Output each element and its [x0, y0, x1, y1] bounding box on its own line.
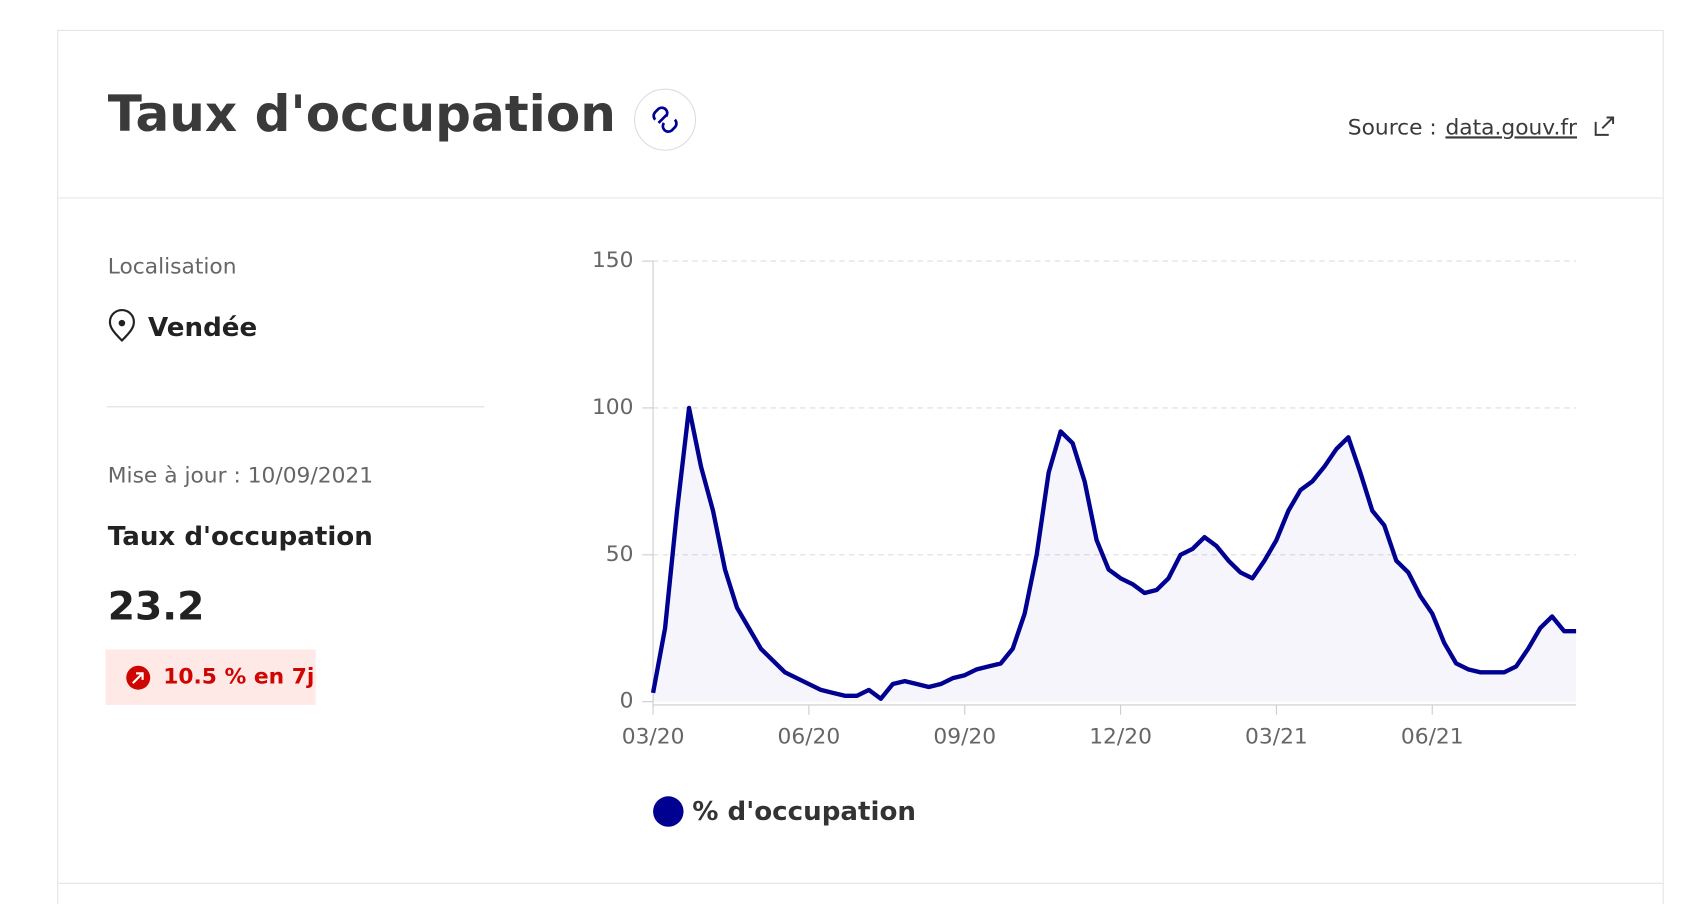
- updated: Mise à jour : 10/09/2021: [108, 463, 373, 488]
- location-label: Localisation: [108, 255, 237, 280]
- x-tick-label: 06/21: [1401, 725, 1464, 750]
- badge-text: 10.5 % en 7j: [163, 665, 314, 690]
- x-tick-label: 12/20: [1089, 725, 1152, 750]
- metric-value: 23.2: [108, 585, 205, 630]
- chart: 0 50 100 150 03/20 06/20 09/20 12/20 03/21 06/21%…: [592, 248, 1577, 827]
- y-tick-label: 0: [620, 689, 634, 714]
- pin-dot: [118, 319, 126, 327]
- line: [650, 405, 1577, 701]
- pin-icon: [108, 308, 135, 343]
- title: Taux d'occupation: [108, 85, 616, 143]
- location: Vendée: [148, 313, 257, 343]
- y-tick-label: 100: [592, 395, 634, 420]
- x-tick-label: 09/20: [933, 725, 996, 750]
- source-label: Source :: [1348, 115, 1437, 140]
- y-tick-label: 50: [606, 542, 634, 567]
- y-tick-label: 150: [592, 248, 634, 273]
- badge-arrow: [132, 672, 144, 684]
- x-tick-label: 03/21: [1245, 725, 1308, 750]
- x-tick-label: 06/20: [778, 725, 841, 750]
- x-tick-label: 03/20: [622, 725, 685, 750]
- area: [653, 407, 1577, 702]
- legend-marker: [653, 796, 684, 827]
- metric-title: Taux d'occupation: [108, 522, 373, 552]
- source-link[interactable]: data.gouv.fr: [1445, 115, 1577, 140]
- link-button[interactable]: [634, 88, 697, 151]
- card: [57, 29, 1664, 908]
- external-icon: [1594, 116, 1615, 136]
- legend-label: % d'occupation: [692, 797, 916, 827]
